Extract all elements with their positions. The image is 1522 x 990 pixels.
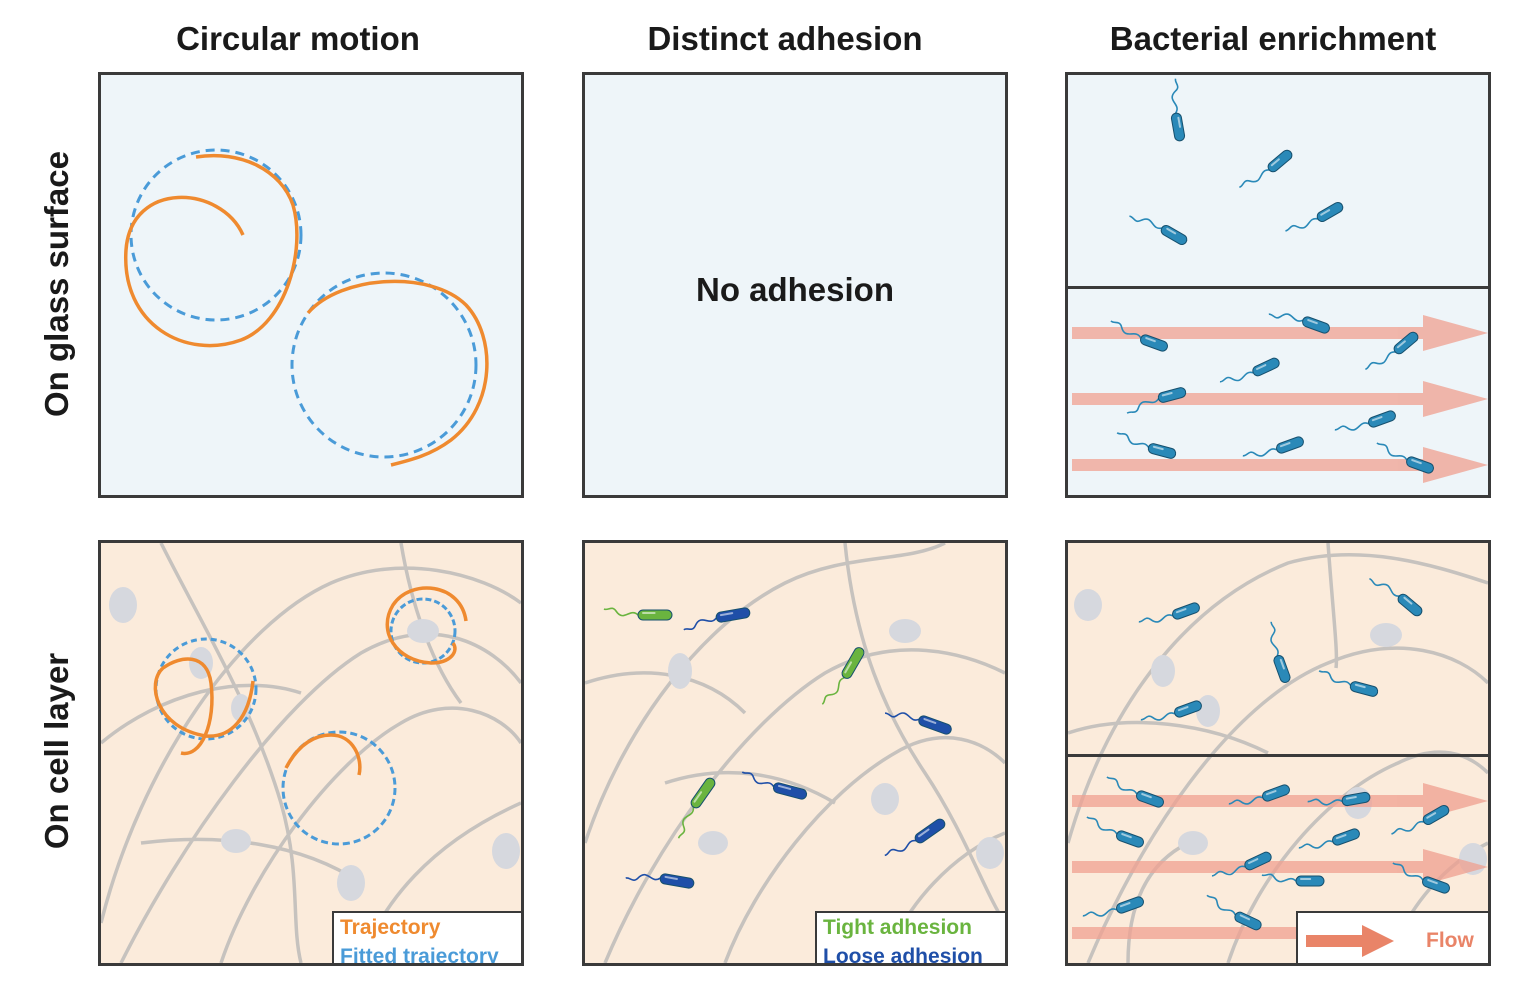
legend-flow: Flow bbox=[1296, 911, 1488, 963]
bacterium-icon bbox=[1211, 851, 1272, 877]
bacterium-icon bbox=[1392, 862, 1450, 894]
fitted-circle-5 bbox=[281, 730, 397, 846]
legend-loose-adhesion-label: Loose adhesion bbox=[823, 945, 983, 966]
legend-fitted-trajectory-label: Fitted trajectory bbox=[340, 945, 499, 966]
panel-enrichment-cell: Flow bbox=[1065, 540, 1491, 966]
bacterium-icon bbox=[1270, 621, 1291, 683]
enrichment-glass-drawing bbox=[1072, 78, 1488, 483]
fitted-circle-3 bbox=[154, 637, 258, 741]
cell-outlines bbox=[101, 543, 521, 963]
row-title-cell-layer: On cell layer bbox=[38, 652, 75, 850]
legend-adhesion: Tight adhesion Loose adhesion bbox=[815, 911, 1005, 966]
enrichment-cell-drawing bbox=[1068, 543, 1488, 963]
trajectory-path-5 bbox=[284, 733, 362, 776]
legend-trajectory: Trajectory Fitted trajectory bbox=[332, 911, 521, 966]
panel-circular-cell: Trajectory Fitted trajectory bbox=[98, 540, 524, 966]
bacterium-icon bbox=[1170, 78, 1186, 142]
bacterium-icon bbox=[1116, 432, 1177, 459]
bacterium-icon bbox=[1369, 577, 1423, 617]
bacterium-icon bbox=[1110, 320, 1168, 352]
adhesion-cell-drawing bbox=[585, 543, 1005, 963]
trajectory-path-4 bbox=[385, 586, 468, 665]
bacterium-icon bbox=[1140, 700, 1202, 721]
bacterium-icon bbox=[625, 873, 695, 889]
bacterium-icon bbox=[1242, 436, 1304, 457]
nuclei bbox=[109, 587, 520, 901]
bacteria-group-glass bbox=[1110, 78, 1434, 474]
bacterium-icon bbox=[821, 647, 865, 705]
bacterium-icon bbox=[1106, 776, 1164, 808]
panel-adhesion-glass: No adhesion bbox=[582, 72, 1008, 498]
trajectory-path-3 bbox=[153, 657, 255, 756]
bacterium-icon bbox=[1239, 149, 1293, 189]
bacterium-icon bbox=[1129, 215, 1188, 245]
bacterium-icon bbox=[1126, 387, 1187, 414]
flow-legend-arrow bbox=[1306, 925, 1394, 957]
bacterium-icon bbox=[1365, 331, 1419, 371]
bacterium-icon bbox=[884, 818, 946, 857]
bacterium-icon bbox=[1138, 602, 1200, 623]
bacterium-icon bbox=[603, 607, 673, 621]
bacterium-icon bbox=[1228, 784, 1290, 805]
nuclei bbox=[668, 619, 1004, 869]
column-title-circular-motion: Circular motion bbox=[176, 20, 420, 57]
column-title-distinct-adhesion: Distinct adhesion bbox=[647, 20, 923, 57]
row-title-glass-surface: On glass surface bbox=[38, 151, 75, 417]
panel-circular-glass bbox=[98, 72, 524, 498]
flow-arrow-1 bbox=[1072, 315, 1488, 351]
legend-flow-label: Flow bbox=[1426, 929, 1474, 952]
legend-trajectory-label: Trajectory bbox=[340, 916, 441, 939]
circular-glass-drawing bbox=[124, 148, 489, 467]
bacterium-icon bbox=[884, 712, 952, 735]
fitted-circle-1 bbox=[129, 148, 303, 322]
bacterium-icon bbox=[1285, 202, 1344, 232]
bacterium-icon bbox=[1376, 442, 1434, 474]
bacteria-group-cell bbox=[1082, 577, 1450, 931]
bacterium-icon bbox=[683, 607, 751, 631]
bacterium-icon bbox=[1307, 791, 1371, 807]
bacteria-group-adhesion bbox=[603, 607, 952, 889]
static-flow-divider bbox=[1068, 754, 1488, 757]
bacterium-icon bbox=[1298, 828, 1360, 849]
bacterium-icon bbox=[1082, 896, 1144, 917]
panel-enrichment-glass bbox=[1065, 72, 1491, 498]
bacterium-icon bbox=[1391, 805, 1450, 835]
panel-adhesion-cell: Tight adhesion Loose adhesion bbox=[582, 540, 1008, 966]
cell-outlines bbox=[585, 543, 1005, 963]
bacterium-icon bbox=[1334, 410, 1396, 431]
trajectory-path-1 bbox=[124, 153, 299, 348]
fitted-circle-2 bbox=[290, 271, 478, 459]
bacterium-icon bbox=[1261, 873, 1325, 887]
nuclei bbox=[1074, 589, 1487, 875]
circular-cell-drawing bbox=[101, 543, 521, 963]
trajectory-path-2 bbox=[306, 279, 489, 467]
bacterium-icon bbox=[1206, 894, 1262, 931]
static-flow-divider bbox=[1068, 286, 1488, 289]
bacterium-icon bbox=[741, 771, 808, 800]
bacterium-icon bbox=[1268, 313, 1330, 334]
column-title-bacterial-enrichment: Bacterial enrichment bbox=[1109, 20, 1437, 57]
flow-arrow-3 bbox=[1072, 447, 1488, 483]
bacterium-icon bbox=[1086, 816, 1144, 848]
bacterium-icon bbox=[1219, 357, 1280, 383]
no-adhesion-label: No adhesion bbox=[695, 271, 895, 308]
bacterium-icon bbox=[677, 777, 716, 839]
legend-tight-adhesion-label: Tight adhesion bbox=[823, 916, 972, 939]
bacterium-icon bbox=[1318, 670, 1379, 697]
